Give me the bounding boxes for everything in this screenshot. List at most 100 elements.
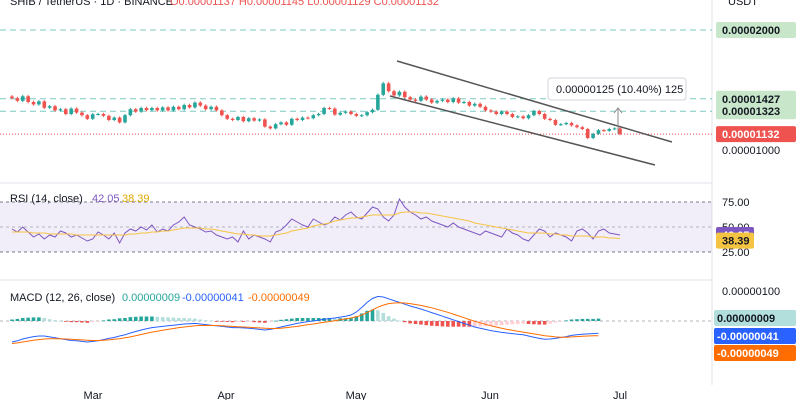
ohlc-readout: O0.00001137 H0.00001145 L0.00001129 C0.0… — [170, 0, 439, 8]
macd-hist-bar — [279, 319, 283, 321]
macd-hist-bar — [220, 321, 224, 322]
candle — [424, 96, 429, 100]
macd-hist-bar — [236, 321, 240, 322]
candle — [413, 99, 418, 101]
macd-hist-bar — [133, 316, 138, 321]
macd-value: -0.00000041 — [182, 292, 244, 304]
price-tag — [716, 90, 796, 107]
macd-hist-bar — [386, 316, 391, 321]
macd-hist-bar — [31, 317, 36, 321]
macd-hist-value: 0.00000009 — [122, 292, 180, 304]
macd-histogram — [10, 309, 601, 327]
macd-hist-bar — [26, 317, 30, 321]
macd-hist-bar — [171, 317, 176, 321]
measure-label: 0.00000125 (10.40%) 125 — [556, 84, 683, 96]
macd-hist-bar — [580, 318, 585, 321]
macd-hist-bar — [532, 321, 536, 325]
candle — [117, 117, 122, 123]
macd-hist-bar — [435, 321, 439, 327]
macd-hist-bar — [42, 318, 47, 321]
macd-hist-bar — [585, 318, 590, 321]
macd-axis: 0.00000100 0.00000009 -0.00000041 -0.000000… — [714, 286, 796, 361]
candle — [316, 114, 321, 116]
descending-channel[interactable] — [389, 60, 673, 166]
macd-hist-value-tag-text: 0.00000009 — [717, 313, 775, 325]
macd-hist-bar — [559, 321, 563, 322]
macd-hist-bar — [123, 318, 127, 321]
measure-tool[interactable]: 0.00000125 (10.40%) 125 — [547, 77, 687, 135]
macd-hist-bar — [150, 316, 154, 321]
candle — [333, 108, 337, 115]
macd-hist-bar — [467, 321, 472, 327]
macd-hist-bar — [214, 321, 219, 322]
candle — [69, 108, 73, 114]
candle — [139, 108, 143, 112]
time-tick-label: Jul — [613, 390, 627, 400]
macd-hist-bar — [408, 321, 412, 324]
time-axis: Mar Apr May Jun Jul — [84, 390, 628, 400]
candles — [10, 81, 622, 140]
price-pane: 0.00000125 (10.40%) 125 0.000020000.0000… — [0, 22, 796, 166]
macd-title: MACD (12, 26, close) — [10, 292, 115, 304]
candle — [107, 115, 111, 120]
macd-hist-bar — [510, 321, 515, 325]
candle — [58, 109, 63, 111]
candle — [166, 107, 170, 111]
macd-hist-bar — [128, 317, 133, 321]
candle — [246, 118, 251, 122]
macd-hist-bar — [478, 321, 482, 327]
macd-hist-bar — [246, 321, 251, 322]
channel-upper-line[interactable] — [396, 60, 673, 143]
candle — [150, 108, 154, 111]
macd-hist-value-tag — [714, 310, 796, 326]
candle — [123, 115, 127, 123]
time-tick-label: Apr — [217, 390, 234, 400]
candle — [494, 111, 499, 114]
macd-hist-bar — [182, 318, 186, 321]
candle — [268, 126, 273, 129]
candle — [26, 96, 30, 102]
candle — [472, 103, 477, 106]
candle — [209, 106, 213, 110]
channel-lower-line[interactable] — [389, 95, 656, 166]
macd-hist-bar — [198, 319, 203, 321]
macd-hist-bar — [80, 321, 84, 323]
candle — [499, 111, 504, 114]
macd-hist-bar — [176, 318, 181, 321]
candle — [564, 123, 568, 125]
candle — [273, 124, 278, 129]
candle — [225, 115, 230, 119]
macd-hist-bar — [74, 321, 79, 323]
macd-hist-bar — [230, 321, 235, 323]
macd-hist-bar — [284, 319, 289, 321]
candle — [182, 105, 186, 110]
candle — [327, 108, 332, 109]
macd-hist-bar — [413, 321, 418, 324]
price-tick-label: 0.00002000 — [722, 25, 780, 37]
macd-hist-bar — [456, 321, 461, 327]
macd-hist-bar — [47, 319, 52, 321]
macd-hist-bar — [53, 320, 57, 321]
candle — [31, 102, 36, 105]
macd-hist-bar — [155, 316, 160, 321]
candle — [279, 122, 283, 125]
candle — [359, 115, 364, 117]
rsi-value: 42.05 — [92, 193, 120, 205]
macd-hist-bar — [343, 318, 348, 321]
candle — [241, 117, 246, 122]
candle — [96, 114, 100, 115]
macd-hist-bar — [241, 321, 246, 322]
macd-hist-bar — [392, 318, 396, 321]
candle — [112, 117, 117, 120]
candle — [220, 110, 224, 116]
signal-line — [11, 302, 599, 344]
macd-hist-bar — [564, 320, 568, 322]
candle — [64, 109, 68, 114]
candle — [370, 109, 375, 113]
macd-hist-bar — [252, 321, 256, 323]
signal-value-tag-text: -0.00000049 — [717, 348, 779, 360]
macd-hist-bar — [349, 318, 353, 321]
macd-hist-bar — [225, 321, 230, 322]
